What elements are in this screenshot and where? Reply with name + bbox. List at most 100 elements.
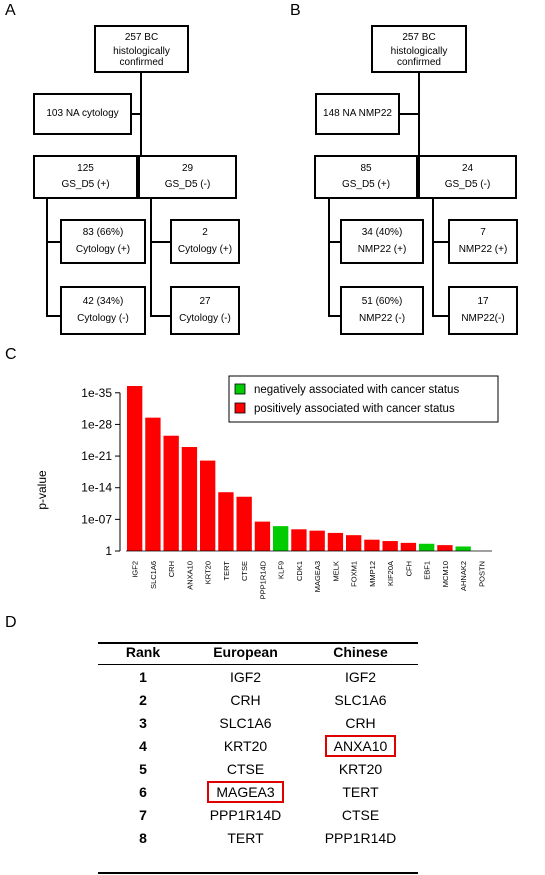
bar-anxa10 <box>181 447 198 551</box>
rank-cell: 6 <box>139 783 147 800</box>
x-tick-label: ANXA10 <box>185 561 194 590</box>
bar-tert <box>218 492 234 551</box>
legend-swatch-negative <box>234 383 246 395</box>
chinese-gene-cell: PPP1R14D <box>324 829 397 846</box>
european-gene-cell: IGF2 <box>229 668 262 685</box>
y-tick-label: 1 <box>105 544 112 558</box>
panel-a-neg-box: 29 GS_D5 (-) <box>138 155 237 199</box>
x-tick-label: AHNAK2 <box>459 561 468 591</box>
chinese-gene-cell: CRH <box>345 714 376 731</box>
rank-cell: 5 <box>139 760 147 777</box>
x-tick-labels: IGF2 SLC1A6 CRH ANXA10 KRT20 TERT CTSE PPP1R14D… <box>131 560 487 599</box>
chinese-gene-cell: CTSE <box>341 806 380 823</box>
table-row: 3 SLC1A6 CRH <box>98 711 418 734</box>
x-tick-label: MAGEA3 <box>313 561 322 592</box>
panel-b-pos-neg-label: NMP22 (-) <box>358 312 406 324</box>
table-row: 6 MAGEA3 TERT <box>98 780 418 803</box>
bar-cfh <box>400 542 417 551</box>
bar-kif20a <box>382 541 398 551</box>
panel-a-pos-neg-box: 42 (34%) Cytology (-) <box>60 286 146 335</box>
panel-a-neg-pos-count: 2 <box>202 227 208 238</box>
y-tick-label: 1e-14 <box>81 481 112 495</box>
table-header-row: Rank European Chinese <box>98 640 418 665</box>
x-tick-label: IGF2 <box>131 561 140 578</box>
bar-mmp12 <box>364 539 380 551</box>
bar-ebf1 <box>419 543 435 551</box>
panel-a-pos-count: 125 <box>77 162 94 174</box>
panel-a-label: A <box>5 2 16 19</box>
chinese-gene-cell: SLC1A6 <box>334 691 387 708</box>
chinese-gene-cell: IGF2 <box>344 668 377 685</box>
panel-a-pos-pos-box: 83 (66%) Cytology (+) <box>60 219 146 264</box>
p-value-bar-chart: 1 1e-07 1e-14 1e-21 1e-28 1e-35 IGF2 SLC1A6 CRH… <box>35 375 499 599</box>
panel-a-pos-box: 125 GS_D5 (+) <box>33 155 138 199</box>
legend-swatch-positive <box>234 402 246 414</box>
legend-label-negative: negatively associated with cancer status <box>254 384 459 396</box>
panel-a-root-desc2: confirmed <box>119 57 164 69</box>
panel-b-neg-pos-box: 7 NMP22 (+) <box>448 219 518 264</box>
bar-igf2 <box>127 386 143 551</box>
european-gene-cell: MAGEA3 <box>188 780 303 803</box>
rank-cell: 8 <box>139 829 147 846</box>
panel-b-pos-pos-count: 34 (40%) <box>361 227 403 238</box>
x-tick-label: CFH <box>404 561 413 576</box>
panel-a-neg-neg-box: 27 Cytology (-) <box>170 286 240 335</box>
panel-a-neg-neg-count: 27 <box>199 296 211 307</box>
panel-a-na-box: 103 NA cytology <box>33 93 132 135</box>
header-chinese: Chinese <box>303 640 418 665</box>
rank-table-body: 1 IGF2 IGF2 2 CRH SLC1A6 3 SLC1A6 CRH 4 KRT20 ANXA1… <box>98 665 418 850</box>
legend-label-positive: positively associated with cancer status <box>254 403 455 415</box>
panel-b-pos-pos-label: NMP22 (+) <box>357 243 407 255</box>
chinese-gene-cell: TERT <box>342 783 379 800</box>
chinese-gene-cell: ANXA10 <box>303 734 418 757</box>
x-tick-label: PPP1R14D <box>258 560 267 599</box>
panel-b-neg-pos-count: 7 <box>480 227 486 238</box>
european-gene-cell: KRT20 <box>223 737 268 754</box>
european-gene-cell: CRH <box>230 691 261 708</box>
x-tick-label: KRT20 <box>204 561 213 584</box>
panel-a-pos-pos-count: 83 (66%) <box>82 227 124 238</box>
european-gene-cell: SLC1A6 <box>219 714 272 731</box>
panel-b-root-desc: histologically <box>390 46 448 58</box>
chinese-gene-cell: KRT20 <box>338 760 383 777</box>
panel-a-root-count: 257 BC <box>124 31 159 43</box>
table-bottom-rule <box>98 872 418 874</box>
panel-b-neg-pos-label: NMP22 (+) <box>458 243 508 255</box>
panel-b-na-text: 148 NA NMP22 <box>323 107 392 119</box>
panel-b-label: B <box>290 2 301 19</box>
bar-ahnak2 <box>455 546 471 551</box>
x-tick-label: CRH <box>167 561 176 577</box>
x-tick-label: MELK <box>331 561 340 581</box>
highlight-box: ANXA10 <box>324 734 397 757</box>
table-row: 4 KRT20 ANXA10 <box>98 734 418 757</box>
x-tick-label: MMP12 <box>368 561 377 587</box>
panel-b-pos-pos-box: 34 (40%) NMP22 (+) <box>340 219 424 264</box>
table-row: 7 PPP1R14D CTSE <box>98 803 418 826</box>
european-gene-cell: CTSE <box>226 760 265 777</box>
rank-cell: 7 <box>139 806 147 823</box>
rank-cell: 3 <box>139 714 147 731</box>
header-european: European <box>188 640 303 665</box>
panel-b-neg-box: 24 GS_D5 (-) <box>418 155 517 199</box>
x-tick-label: SLC1A6 <box>149 561 158 589</box>
panel-a-pos-pos-label: Cytology (+) <box>75 243 131 255</box>
table-row: 1 IGF2 IGF2 <box>98 665 418 689</box>
rank-cell: 1 <box>139 668 147 685</box>
panel-a-neg-count: 29 <box>181 162 194 174</box>
panel-d-label: D <box>5 614 17 631</box>
x-tick-label: FOXM1 <box>350 561 359 587</box>
panel-a-pos-neg-label: Cytology (-) <box>77 312 129 324</box>
panel-b-root-desc2: confirmed <box>397 57 441 69</box>
table-row: 5 CTSE KRT20 <box>98 757 418 780</box>
bar-slc1a6 <box>145 417 161 551</box>
highlight-box: MAGEA3 <box>207 780 284 803</box>
bar-mcm10 <box>437 545 453 551</box>
x-tick-label: EBF1 <box>423 561 432 580</box>
panel-a-neg-neg-label: Cytology (-) <box>179 312 231 324</box>
european-gene-cell: TERT <box>227 829 264 846</box>
panel-b-neg-neg-label: NMP22(-) <box>461 312 505 324</box>
bar-magea3 <box>309 530 325 551</box>
y-tick-label: 1e-28 <box>81 417 112 431</box>
bar-crh <box>163 435 179 551</box>
panel-b-pos-count: 85 <box>360 162 372 174</box>
